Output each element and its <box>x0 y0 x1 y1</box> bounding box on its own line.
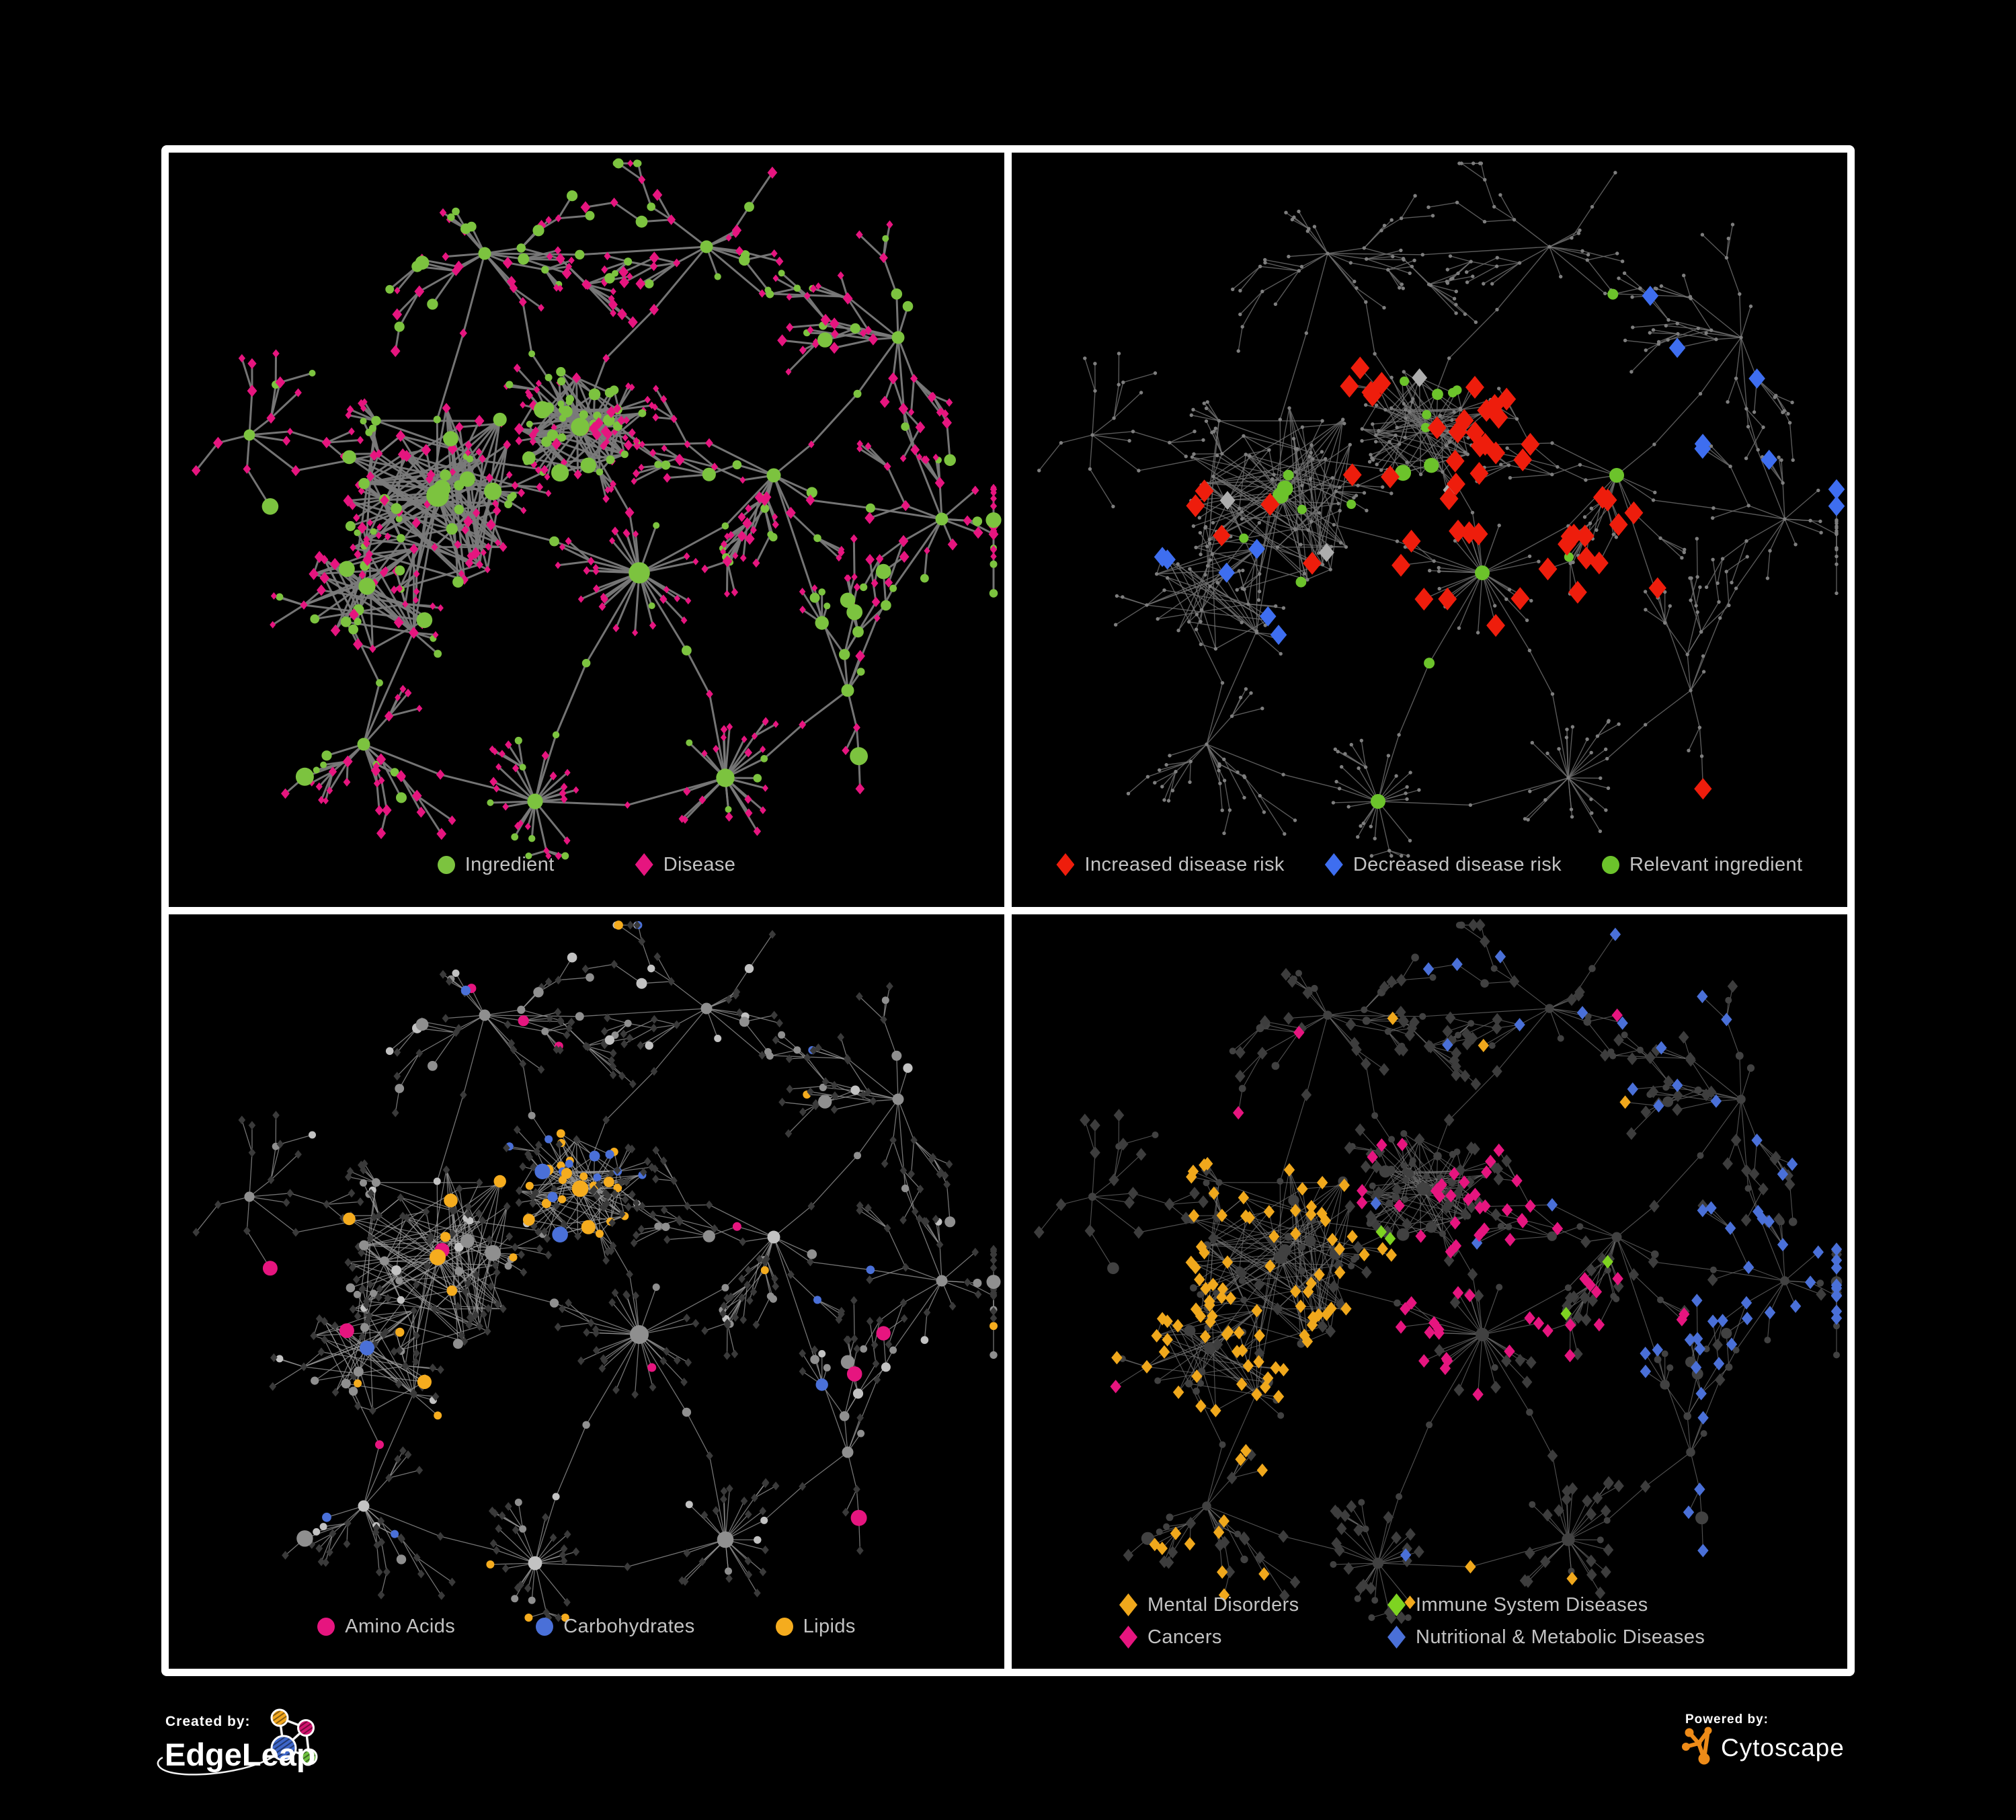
legend-label: Ingredient <box>465 853 555 875</box>
legend-label: Disease <box>663 853 736 875</box>
legend-label: Immune System Diseases <box>1416 1593 1648 1616</box>
legend-label: Nutritional & Metabolic Diseases <box>1416 1626 1705 1648</box>
diamond-marker-icon <box>1324 853 1343 876</box>
diamond-marker-icon <box>1119 1593 1137 1616</box>
legend-label: Cancers <box>1147 1626 1222 1648</box>
edgeleap-node-blue <box>270 1735 297 1762</box>
legend-item-mental-disorders: Mental Disorders <box>1119 1593 1387 1616</box>
disease-risk-network-legend: Increased disease risk Decreased disease … <box>1012 853 1847 876</box>
ingredient-disease-network-canvas <box>192 158 1002 861</box>
edgeleap-swoosh <box>157 1755 275 1776</box>
circle-marker-icon <box>317 1618 335 1636</box>
legend-item-ingredient: Ingredient <box>437 853 555 876</box>
ingredient-disease-network-legend: Ingredient Disease <box>169 853 1004 876</box>
panel-ingredient-class-network: Amino Acids Carbohydrates Lipids <box>169 914 1004 1669</box>
circle-marker-icon <box>1602 855 1620 874</box>
cytoscape-glyph <box>1682 1727 1712 1765</box>
legend-label: Decreased disease risk <box>1353 853 1562 875</box>
diamond-marker-icon <box>635 853 653 876</box>
circle-marker-icon <box>775 1618 793 1636</box>
diamond-marker-icon <box>1387 1593 1406 1616</box>
diamond-marker-icon <box>1119 1626 1137 1649</box>
edgeleap-node-pink <box>297 1719 315 1737</box>
edgeleap-node-green <box>300 1748 318 1766</box>
circle-marker-icon <box>536 1618 554 1636</box>
legend-item-relevant-ingredient: Relevant ingredient <box>1602 854 1802 876</box>
legend-item-immune-system-diseases: Immune System Diseases <box>1387 1593 1705 1616</box>
panel-ingredient-disease-network: Ingredient Disease <box>169 153 1004 907</box>
ingredient-class-network-canvas <box>192 920 1001 1622</box>
legend-label: Relevant ingredient <box>1629 853 1803 875</box>
disease-class-network-canvas <box>1033 918 1843 1624</box>
legend-item-cancers: Cancers <box>1119 1626 1387 1649</box>
circle-marker-icon <box>437 855 455 874</box>
disease-class-network-legend: Mental Disorders Immune System Diseases Ca… <box>1119 1593 1705 1649</box>
legend-label: Amino Acids <box>345 1616 456 1637</box>
legend-label: Lipids <box>803 1616 856 1637</box>
legend-label: Increased disease risk <box>1084 853 1285 875</box>
powered-by-label: Powered by: <box>1685 1712 1769 1727</box>
legend-item-decreased-disease-risk: Decreased disease risk <box>1324 853 1562 876</box>
legend-item-amino-acids: Amino Acids <box>317 1616 455 1638</box>
cytoscape-brand: Cytoscape <box>1721 1734 1845 1762</box>
network-grid: Ingredient Disease Increased disease risk D… <box>161 145 1855 1676</box>
panel-disease-risk-network: Increased disease risk Decreased disease … <box>1012 153 1847 907</box>
legend-item-nutritional-metabolic-diseases: Nutritional & Metabolic Diseases <box>1387 1626 1705 1649</box>
edgeleap-brand: EdgeLeap <box>165 1737 316 1772</box>
disease-risk-network-canvas <box>1037 161 1845 858</box>
diamond-marker-icon <box>1387 1626 1406 1649</box>
cytoscape-logo: Powered by: Cytoscape <box>1682 1712 1845 1765</box>
created-by-label: Created by: <box>165 1714 251 1729</box>
legend-item-carbohydrates: Carbohydrates <box>536 1616 694 1638</box>
legend-item-lipids: Lipids <box>775 1616 856 1638</box>
legend-item-disease: Disease <box>635 853 736 876</box>
edgeleap-node-orange <box>270 1708 289 1727</box>
edgeleap-logo: Created by: EdgeLeap <box>157 1708 318 1776</box>
legend-label: Mental Disorders <box>1147 1593 1299 1616</box>
legend-label: Carbohydrates <box>563 1616 695 1637</box>
diamond-marker-icon <box>1056 853 1075 876</box>
ingredient-class-network-legend: Amino Acids Carbohydrates Lipids <box>169 1616 1004 1638</box>
panel-disease-class-network: Mental Disorders Immune System Diseases Ca… <box>1012 914 1847 1669</box>
legend-item-increased-disease-risk: Increased disease risk <box>1056 853 1284 876</box>
